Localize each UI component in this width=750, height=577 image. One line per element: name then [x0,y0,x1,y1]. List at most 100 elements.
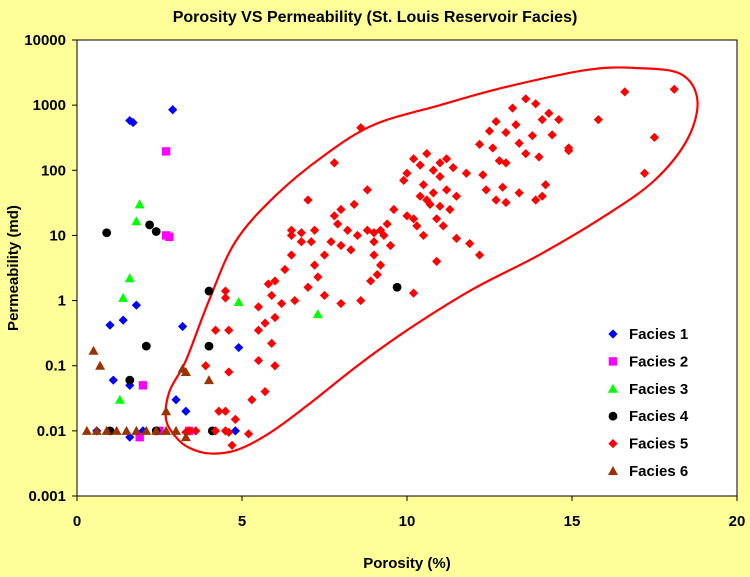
data-point [336,204,346,215]
legend-label: Facies 6 [629,463,688,480]
data-point [564,146,574,156]
y-tick-label: 10 [49,227,66,244]
data-point [204,286,214,296]
data-point [180,432,191,442]
data-point [211,426,221,436]
data-point [409,154,419,164]
data-point [422,195,432,205]
legend-label: Facies 1 [629,326,688,343]
x-tick-label: 5 [238,513,246,530]
data-point [669,84,679,94]
series-facies-5 [181,84,679,450]
data-point [286,225,297,235]
data-point [319,290,330,301]
data-point [451,191,462,201]
data-point [547,130,557,140]
data-point [418,230,429,241]
data-point [303,282,313,292]
plot-area [76,39,738,497]
data-point [521,94,531,104]
data-point [118,292,129,302]
data-point [491,195,501,205]
data-point [435,171,445,182]
data-point [124,273,135,283]
x-axis: 0 5 10 15 20 [73,496,746,530]
data-point [81,425,92,435]
data-point [296,228,306,238]
data-point [537,114,547,125]
y-tick-label: 0.1 [45,358,66,375]
data-point [508,103,518,113]
data-point [310,260,320,270]
data-point [253,355,264,366]
data-point [165,232,174,242]
data-point [260,318,270,328]
data-point [428,188,438,198]
data-point [369,237,379,247]
data-point [527,131,537,141]
data-point [494,156,504,166]
data-point [230,426,240,436]
data-point [514,188,524,198]
data-point [138,426,148,436]
data-point [514,138,524,148]
data-point [362,185,372,195]
data-point [428,165,438,175]
data-point [220,406,231,416]
x-axis-label: Porosity (%) [363,555,451,572]
legend-label: Facies 3 [629,381,688,398]
data-point [501,197,511,208]
data-point [105,320,115,330]
data-point [101,425,112,435]
data-point [475,250,485,260]
facies-5-outline [164,66,699,455]
data-point [277,298,287,309]
data-point [161,147,171,156]
data-point [244,429,254,439]
legend-marker [608,439,618,449]
data-point [531,99,541,109]
data-point [409,288,419,298]
data-point [286,250,297,260]
data-point [270,361,280,371]
data-point [537,191,547,201]
data-point [270,276,280,286]
data-point [118,315,128,325]
data-point [313,272,323,282]
data-point [191,426,201,436]
data-point [131,300,141,310]
data-point [125,432,135,442]
data-point [412,221,422,231]
data-point [461,168,471,178]
data-point [263,279,273,289]
data-point [138,381,148,390]
data-point [501,127,511,138]
series-facies-4 [102,220,402,436]
x-tick-label: 20 [729,513,746,530]
data-point [376,225,386,235]
data-point [544,108,554,118]
data-point [369,228,379,238]
data-point [131,425,142,435]
data-point [260,387,270,397]
data-point [451,233,462,244]
data-point [418,180,429,190]
data-point [224,367,234,377]
data-point [435,158,445,168]
data-point [511,120,521,130]
data-point [438,221,448,231]
data-point [296,237,306,247]
data-point [151,425,162,435]
data-point [171,425,181,435]
data-point [329,158,339,168]
data-point [521,149,531,159]
legend-item: Facies 1 [608,326,688,343]
legend-item: Facies 4 [608,408,689,425]
y-axis-label: Permeability (md) [5,205,22,331]
data-point [445,204,455,215]
data-point [356,123,366,133]
data-point [336,298,346,309]
data-point [211,325,221,335]
